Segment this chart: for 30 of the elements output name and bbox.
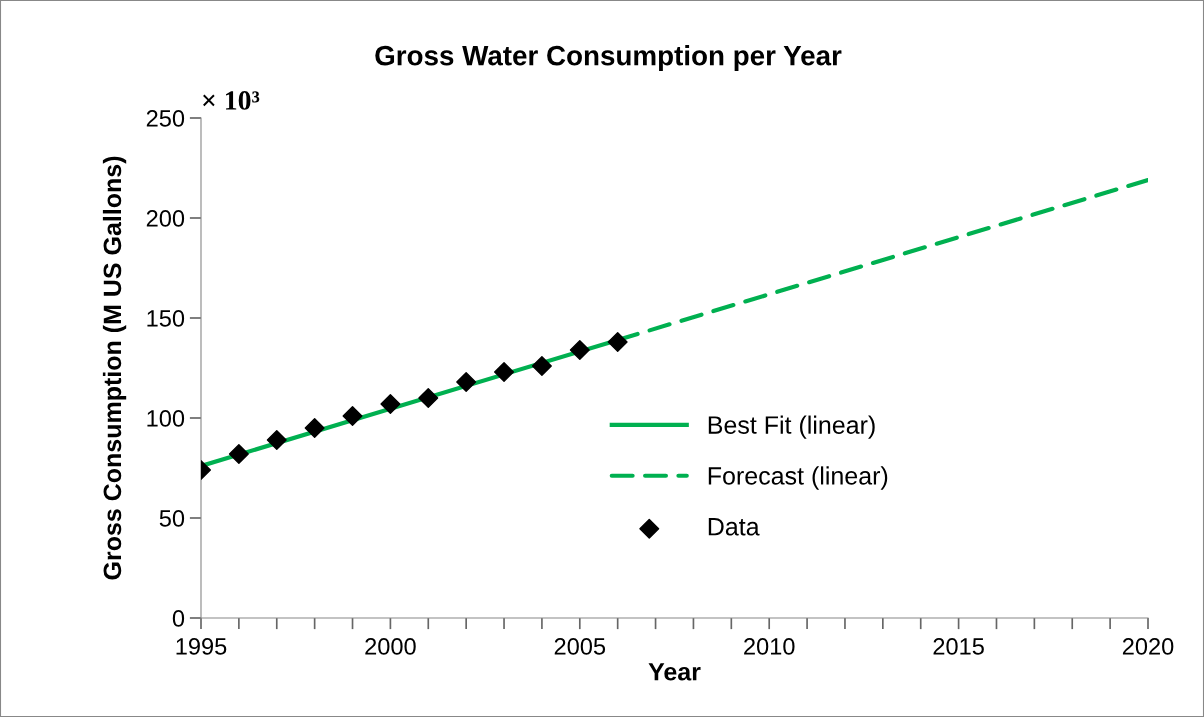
point — [266, 429, 287, 451]
x-tick-label: 2020 — [1122, 638, 1174, 655]
x-tick-label: 2000 — [365, 638, 416, 655]
chart-title: Gross Water Consumption per Year — [375, 45, 842, 71]
point — [456, 371, 477, 393]
point — [607, 331, 628, 353]
point — [304, 417, 325, 439]
y-tick-label: 100 — [147, 410, 185, 427]
point — [569, 339, 590, 361]
y-tick-label: 250 — [146, 110, 185, 127]
x-axis-title: Year — [648, 663, 701, 681]
y-tick-label: 50 — [159, 510, 185, 527]
point — [228, 443, 249, 465]
x-tick-label: 2015 — [933, 638, 984, 655]
legend-label: Data — [708, 518, 760, 536]
text: × 10³ — [203, 91, 260, 110]
x-tick-label: 2005 — [554, 638, 606, 655]
x-tick-label: 2010 — [744, 638, 795, 655]
y-tick-label: 150 — [147, 310, 185, 327]
legend-label: Best Fit (linear) — [708, 415, 875, 439]
y-tick-label: 0 — [172, 610, 185, 627]
point — [342, 405, 363, 427]
point — [531, 355, 552, 377]
legend-label: Forecast (linear) — [708, 466, 888, 490]
y-tick-label: 200 — [146, 210, 185, 227]
point — [418, 387, 439, 409]
x-tick-label: 1995 — [176, 638, 227, 655]
point — [380, 393, 401, 415]
y-axis-title: Gross Consumption (M US Gallons) — [102, 156, 127, 580]
point — [494, 361, 515, 383]
